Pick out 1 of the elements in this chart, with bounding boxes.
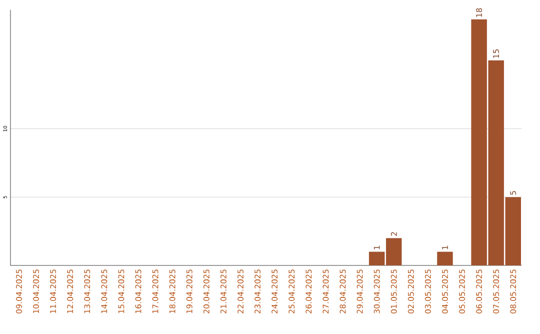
bar (437, 252, 453, 266)
